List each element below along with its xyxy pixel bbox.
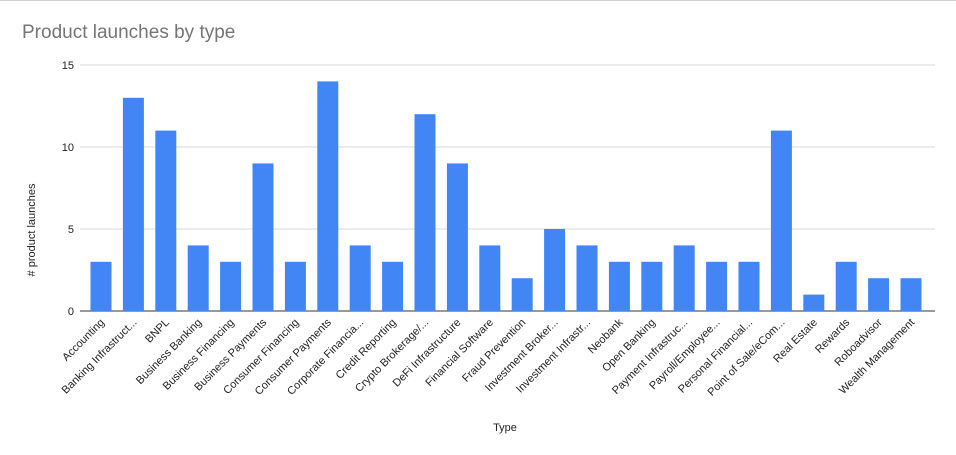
bar xyxy=(122,97,144,311)
bar xyxy=(414,114,436,311)
y-axis-label: # product launches xyxy=(26,183,38,276)
y-tick-label: 15 xyxy=(62,60,74,72)
bar xyxy=(446,163,468,311)
bar xyxy=(770,130,792,311)
bar xyxy=(155,130,177,311)
bar xyxy=(544,229,566,311)
bar xyxy=(382,261,404,311)
bar xyxy=(317,81,339,312)
y-tick-label: 0 xyxy=(68,306,74,318)
bar xyxy=(900,278,922,311)
bars xyxy=(90,81,922,312)
bar xyxy=(187,245,209,311)
bar xyxy=(252,163,274,311)
bar xyxy=(90,261,112,311)
y-tick-label: 5 xyxy=(68,224,74,236)
x-axis-label: Type xyxy=(493,422,517,434)
bar xyxy=(673,245,695,311)
bar xyxy=(868,278,890,311)
bar xyxy=(608,261,630,311)
bar xyxy=(220,261,242,311)
y-axis-ticks: 0 5 10 15 xyxy=(62,60,74,318)
bar xyxy=(284,261,306,311)
bar xyxy=(511,278,533,311)
bar xyxy=(576,245,598,311)
bar xyxy=(641,261,663,311)
bar xyxy=(349,245,371,311)
y-tick-label: 10 xyxy=(62,142,74,154)
chart-title: Product launches by type xyxy=(22,22,236,43)
bar xyxy=(479,245,501,311)
bar xyxy=(738,261,760,311)
bar xyxy=(803,294,825,311)
bar xyxy=(835,261,857,311)
x-tick-label: BNPL xyxy=(143,317,172,346)
bar xyxy=(706,261,728,311)
